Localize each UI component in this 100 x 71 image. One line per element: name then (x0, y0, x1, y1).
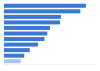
bar (4, 54, 24, 58)
bar (4, 48, 30, 52)
bar (4, 9, 80, 13)
bar (4, 37, 44, 41)
bar (4, 26, 50, 30)
bar (4, 43, 38, 47)
bar (4, 59, 21, 63)
bar (4, 32, 47, 36)
bars (4, 4, 86, 63)
bar (4, 15, 61, 19)
chart-svg (0, 0, 100, 71)
bar (4, 4, 86, 8)
x-axis-line (4, 64, 96, 65)
chart-container (0, 0, 100, 71)
bar (4, 20, 60, 24)
